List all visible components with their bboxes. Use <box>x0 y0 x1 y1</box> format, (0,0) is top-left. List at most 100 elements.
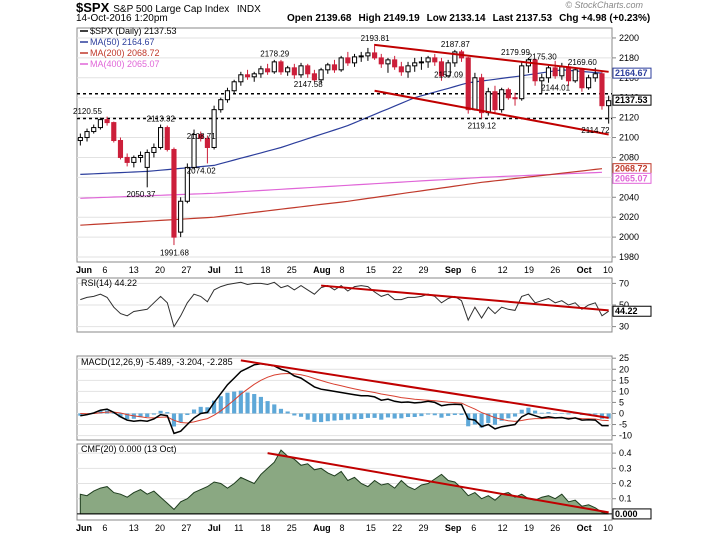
cmf-tag-box <box>612 508 652 520</box>
macd-histogram-bar <box>118 413 123 418</box>
candle-body <box>144 151 150 168</box>
x-axis-label-bottom: 8 <box>340 523 345 533</box>
price-tag-box <box>612 94 652 106</box>
x-axis-label: 6 <box>471 265 476 275</box>
x-axis-label-bottom: 20 <box>155 523 165 533</box>
cmf-panel-tick-label: 0.2 <box>619 479 632 489</box>
candle-body <box>218 99 224 111</box>
rsi-tag-box <box>612 305 652 317</box>
legend-entry: MA(400) 2065.07 <box>90 59 160 69</box>
candle-body <box>499 89 505 111</box>
candle-body <box>425 57 431 63</box>
ma50-line <box>80 69 603 175</box>
x-axis-label-bottom: 29 <box>419 523 429 533</box>
watermark: © StockCharts.com <box>565 0 643 10</box>
price-panel-tick-label: 2120 <box>619 113 639 123</box>
macd-histogram-bar <box>385 413 391 418</box>
price-tag: 2164.67 <box>615 68 648 78</box>
rsi-trendline <box>321 284 609 312</box>
macd-histogram-bar <box>566 413 571 415</box>
macd-histogram-bar <box>98 410 103 414</box>
candle-body <box>418 61 424 64</box>
candle-body <box>278 61 284 73</box>
macd-panel-tick-label: 25 <box>619 353 629 363</box>
candle-body <box>171 148 177 238</box>
candle-body <box>565 66 572 82</box>
candle-body <box>385 59 391 65</box>
ohlc-readout: Open 2139.68 High 2149.19 Low 2133.14 Last … <box>280 13 650 24</box>
price-annotation: 2119.12 <box>468 121 497 130</box>
macd-histogram-bar <box>185 413 190 416</box>
candle-body <box>519 65 525 100</box>
x-axis-label: 25 <box>287 265 297 275</box>
candle-body <box>599 73 605 107</box>
x-axis-label-bottom: Aug <box>313 523 331 533</box>
macd-histogram-bar <box>272 404 277 414</box>
legend-entry: $SPX (Daily) 2137.53 <box>90 26 177 36</box>
ma200-line <box>80 168 603 226</box>
macd-histogram-bar <box>459 413 464 416</box>
candle-body <box>117 140 124 158</box>
macd-histogram-bar <box>218 396 223 414</box>
macd-histogram-bar <box>258 396 263 414</box>
price-annotation: 2114.72 <box>581 126 610 135</box>
x-axis-label: 13 <box>129 265 139 275</box>
price-tag-box <box>612 172 652 184</box>
candle-body <box>432 57 438 63</box>
price-annotation: 2074.02 <box>187 166 216 175</box>
price-annotation: 2169.60 <box>568 58 597 67</box>
macd-histogram-bar <box>265 401 270 414</box>
price-annotation: 2193.81 <box>361 34 390 43</box>
candle-body <box>305 65 311 75</box>
x-axis-label-bottom: 10 <box>603 523 613 533</box>
x-axis-label-bottom: 6 <box>102 523 107 533</box>
cmf-area <box>79 449 609 515</box>
x-axis-label: 10 <box>603 265 613 275</box>
candle-body <box>559 66 565 77</box>
open-value: Open 2139.68 <box>287 13 352 24</box>
price-annotation: 2187.87 <box>441 40 470 49</box>
x-axis-label: Jun <box>76 265 92 275</box>
macd-histogram-bar <box>392 413 397 419</box>
candle-body <box>164 127 170 150</box>
candle-body <box>238 74 244 83</box>
macd-histogram-bar <box>339 413 344 421</box>
macd-histogram-bar <box>312 413 317 422</box>
date-time: 14-Oct-2016 1:20pm <box>76 13 168 24</box>
candle-body <box>251 73 257 78</box>
x-axis-label-bottom: 18 <box>260 523 270 533</box>
legend-entry: MA(50) 2164.67 <box>90 37 155 47</box>
candle-body <box>472 77 478 111</box>
candle-body <box>198 134 204 140</box>
macd-histogram-bar <box>205 407 210 414</box>
macd-histogram-bar <box>319 413 324 423</box>
x-axis-label: Sep <box>445 265 462 275</box>
macd-histogram-bar <box>519 409 524 414</box>
legend-entry: MA(200) 2068.72 <box>90 48 160 58</box>
last-value: Last 2137.53 <box>492 13 553 24</box>
candle-body <box>84 131 90 139</box>
symbol-description: S&P 500 Large Cap Index <box>113 4 230 15</box>
candle-body <box>104 119 110 124</box>
high-value: High 2149.19 <box>358 13 420 24</box>
rsi-title: RSI(14) 44.22 <box>81 278 137 288</box>
candle-body <box>412 62 418 67</box>
macd-histogram-bar <box>499 413 504 421</box>
x-axis-label: Oct <box>577 265 592 275</box>
x-axis-label-bottom: 15 <box>366 523 376 533</box>
macd-histogram-bar <box>472 413 477 425</box>
macd-histogram-bar <box>446 413 451 416</box>
macd-histogram-bar <box>298 413 304 417</box>
cmf-panel-tick-label: 0.3 <box>619 463 632 473</box>
candle-body <box>586 77 592 89</box>
price-panel-tick-label: 2040 <box>619 192 639 202</box>
candle-body <box>372 52 378 59</box>
macd-histogram-bar <box>533 410 538 414</box>
cmf-trendline <box>267 452 609 514</box>
price-panel-tick-label: 2020 <box>619 212 639 222</box>
candle-body <box>331 64 338 71</box>
macd-histogram-bar <box>332 413 337 421</box>
candle-body <box>465 57 471 111</box>
x-axis-label-bottom: 11 <box>234 523 243 533</box>
